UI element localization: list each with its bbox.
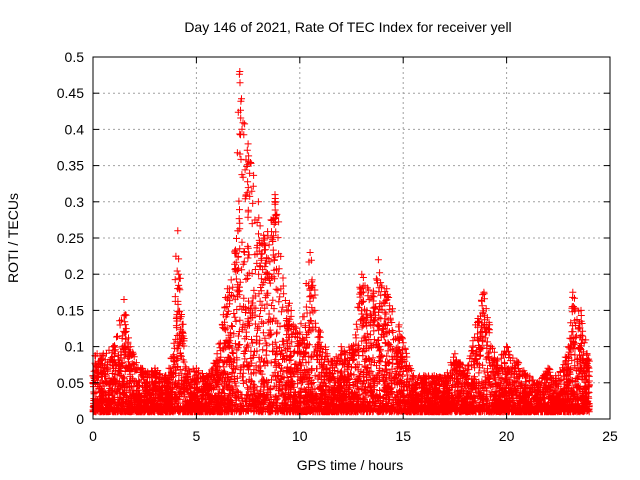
y-tick-label: 0.3 — [65, 194, 85, 210]
x-tick-label: 20 — [499, 428, 515, 444]
data-points — [89, 68, 593, 416]
y-tick-label: 0.15 — [57, 302, 84, 318]
y-tick-label: 0.25 — [57, 230, 84, 246]
y-tick-label: 0.45 — [57, 85, 84, 101]
x-tick-label: 10 — [292, 428, 308, 444]
y-tick-label: 0.4 — [65, 121, 85, 137]
y-tick-label: 0 — [76, 411, 84, 427]
y-axis-label: ROTI / TECUs — [5, 193, 21, 283]
roti-points — [89, 68, 593, 416]
y-tick-label: 0.1 — [65, 339, 85, 355]
tick-labels: 0 5 10 15 20 25 0 0.05 0.1 0.15 0.2 0.25 0.3 0.35 0.4 0… — [57, 49, 618, 444]
chart-title: Day 146 of 2021, Rate Of TEC Index for r… — [184, 19, 511, 35]
x-tick-label: 0 — [89, 428, 97, 444]
axis-ticks — [92, 56, 611, 420]
y-tick-label: 0.5 — [65, 49, 85, 65]
y-tick-label: 0.2 — [65, 266, 85, 282]
x-tick-label: 25 — [602, 428, 618, 444]
x-tick-label: 15 — [395, 428, 411, 444]
y-tick-label: 0.05 — [57, 375, 84, 391]
y-tick-label: 0.35 — [57, 158, 84, 174]
x-tick-label: 5 — [193, 428, 201, 444]
x-axis-label: GPS time / hours — [297, 457, 404, 473]
